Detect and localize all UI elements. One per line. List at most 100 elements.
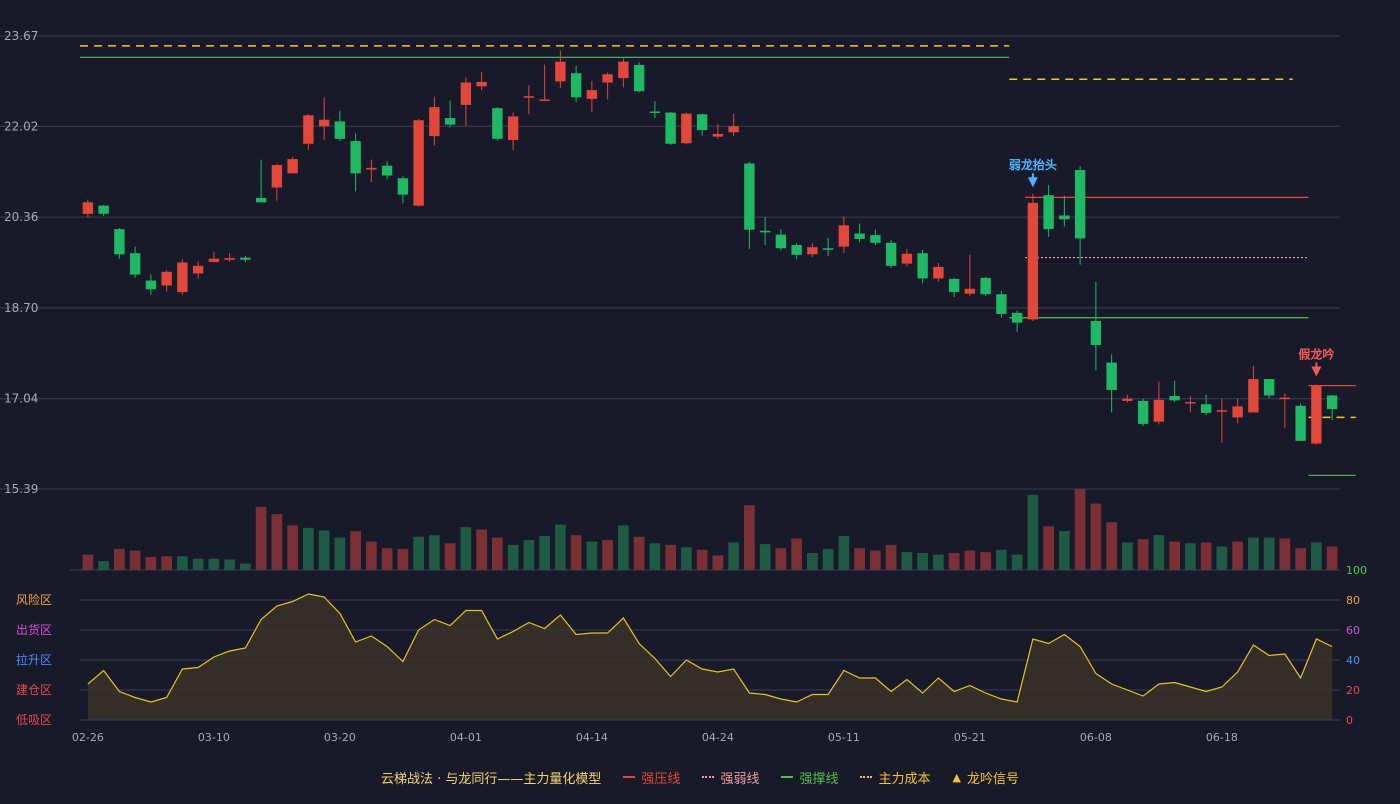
volume-bar — [665, 544, 676, 570]
volume-bar — [1169, 541, 1180, 570]
volume-bar — [381, 548, 393, 570]
zone-label: 风险区 — [16, 592, 52, 607]
volume-bar — [1106, 522, 1117, 570]
candle-body — [980, 277, 991, 295]
volume-bar — [759, 544, 771, 570]
volume-bar — [618, 525, 629, 570]
volume-bar — [1232, 541, 1243, 570]
signal-arrow-icon — [1027, 177, 1038, 188]
volume-bar — [476, 529, 487, 570]
indicator-lines — [80, 45, 1356, 476]
volume-bar — [728, 542, 739, 570]
volume-bar — [1153, 535, 1165, 570]
candle-body — [791, 244, 802, 255]
candle-body — [1232, 406, 1243, 418]
volume-bar — [240, 563, 251, 570]
date-tick-label: 06-18 — [1206, 731, 1238, 744]
volume-bar — [334, 537, 346, 570]
volume-bar — [1248, 537, 1259, 570]
candle-body — [570, 73, 582, 98]
volume-bar — [539, 535, 550, 570]
candle-body — [460, 82, 472, 105]
volume-bars — [70, 489, 1340, 571]
volume-bar — [429, 535, 440, 570]
candle-body — [586, 90, 598, 99]
legend-swatch-support — [781, 776, 794, 778]
candle-body — [602, 74, 613, 83]
candle-body — [996, 294, 1007, 314]
candle-body — [397, 178, 409, 195]
price-tick-label: 18.70 — [4, 301, 38, 315]
candles — [82, 50, 1338, 445]
date-tick-label: 04-01 — [450, 731, 482, 744]
legend-item-strong-pressure[interactable]: 强压线 — [623, 768, 680, 787]
candle-body — [145, 280, 157, 290]
volume-bar — [775, 548, 787, 570]
candle-body — [114, 229, 125, 255]
candle-body — [681, 113, 692, 144]
legend-label: 强弱线 — [720, 771, 760, 787]
price-tick-label: 15.39 — [4, 482, 38, 496]
volume-bar — [555, 524, 566, 570]
legend-item-support[interactable]: 强撑线 — [781, 768, 838, 787]
volume-bar — [901, 552, 913, 570]
candle-body — [444, 118, 456, 125]
candle-body — [1295, 405, 1306, 441]
volume-bar — [870, 550, 881, 570]
candle-body — [1153, 399, 1165, 422]
zone-label: 建仓区 — [16, 683, 52, 697]
candle-body — [366, 167, 377, 170]
volume-bar — [1059, 531, 1070, 570]
volume-bar — [350, 531, 361, 570]
oscillator-line — [87, 593, 1333, 703]
volume-bar — [1263, 537, 1275, 570]
candle-body — [885, 242, 897, 266]
zone-label: 出货区 — [16, 622, 52, 637]
date-tick-label: 03-20 — [324, 731, 356, 744]
date-tick-label: 04-14 — [576, 731, 608, 744]
candle-body — [555, 61, 566, 82]
volume-bar — [885, 544, 897, 570]
volume-bar — [1090, 503, 1102, 570]
candle-body — [334, 121, 346, 139]
candle-body — [1122, 398, 1133, 401]
candle-body — [208, 258, 220, 262]
volume-bar — [1074, 489, 1086, 570]
osc-tick-label: 100 — [1346, 564, 1367, 577]
price-tick-label: 22.02 — [4, 119, 38, 133]
candle-body — [476, 81, 487, 87]
osc-tick-label: 0 — [1346, 714, 1353, 727]
volume-bar — [633, 536, 645, 570]
date-tick-label: 06-08 — [1080, 731, 1112, 744]
volume-bar — [933, 554, 944, 570]
candle-body — [665, 112, 676, 144]
volume-bar — [948, 552, 960, 570]
volume-bar — [996, 549, 1007, 570]
volume-bar — [712, 555, 724, 570]
signal-arrow-icon — [1311, 366, 1322, 377]
volume-bar — [1137, 539, 1149, 570]
candle-body — [98, 205, 109, 214]
legend-swatch-strong-pressure — [623, 776, 636, 778]
volume-bar — [854, 548, 865, 570]
legend-title: 云梯战法 · 与龙同行——主力量化模型 — [381, 771, 602, 787]
volume-bar — [129, 550, 141, 570]
candle-body — [1169, 395, 1180, 401]
date-tick-label: 04-24 — [702, 731, 734, 744]
volume-bar — [838, 535, 850, 570]
legend-item-main-cost[interactable]: 主力成本 — [860, 768, 930, 787]
legend-label: 龙吟信号 — [966, 771, 1019, 787]
legend-item-signal[interactable]: ▲ 龙吟信号 — [952, 768, 1018, 787]
candle-body — [240, 257, 251, 260]
volume-bar — [224, 559, 235, 570]
legend: 云梯战法 · 与龙同行——主力量化模型 强压线 强弱线 强撑线 主力成本 ▲ 龙… — [0, 766, 1400, 788]
signal-label: 弱龙抬头 — [1009, 157, 1057, 172]
legend-item-weak-pressure[interactable]: 强弱线 — [702, 768, 759, 787]
signal-label: 假龙吟 — [1298, 347, 1334, 362]
candle-body — [838, 225, 850, 247]
candle-body — [1137, 400, 1149, 424]
candle-body — [429, 107, 440, 137]
candle-body — [82, 202, 94, 214]
candle-body — [1074, 170, 1086, 239]
legend-swatch-main-cost — [860, 776, 873, 778]
